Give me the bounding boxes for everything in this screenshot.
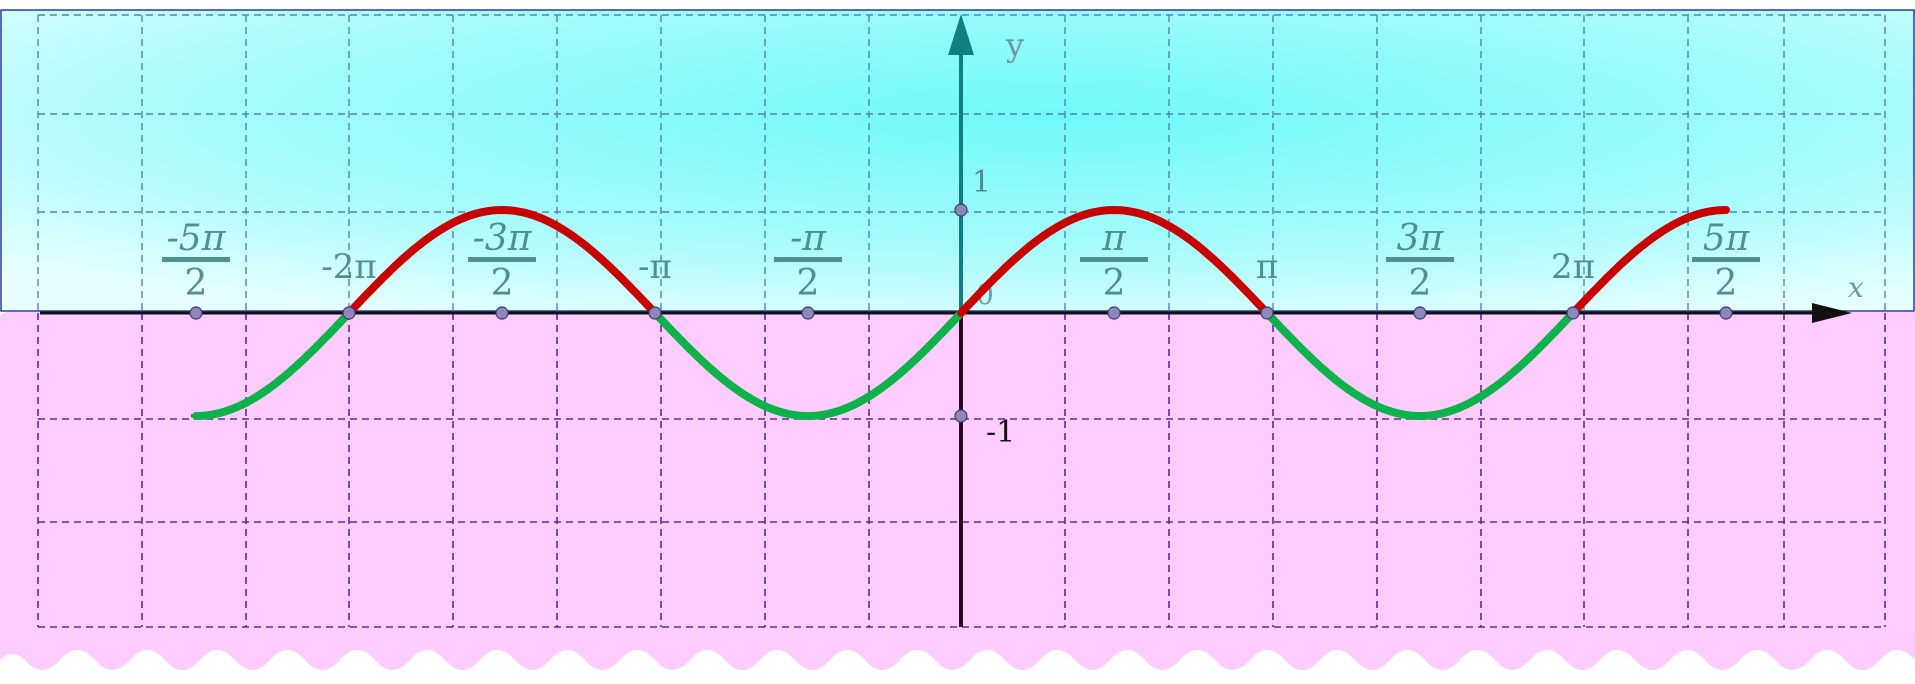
x-tick-fraction-bar	[468, 257, 537, 262]
negative-arc	[192, 309, 353, 420]
x-tick-numerator: 3π	[1397, 218, 1445, 259]
x-tick-numerator: -5π	[167, 218, 227, 259]
x-tick-numerator: π	[1101, 218, 1127, 259]
y-tick-marker	[954, 203, 968, 217]
x-tick-fraction-bar	[1080, 257, 1149, 262]
x-tick-fraction-bar	[1692, 257, 1761, 262]
axes: xy0	[40, 14, 1864, 627]
negative-arc	[1263, 309, 1577, 420]
x-tick-marker	[648, 306, 662, 320]
x-tick-denominator: 2	[1103, 263, 1126, 304]
y-tick-marker	[954, 409, 968, 423]
x-tick-marker	[495, 306, 509, 320]
x-tick-numerator: 5π	[1703, 218, 1751, 259]
positive-arc	[345, 206, 659, 317]
y-axis-arrow	[948, 14, 974, 55]
x-tick-denominator: 2	[1409, 263, 1432, 304]
sine-curve	[191, 206, 1730, 420]
x-tick-numerator: -π	[790, 218, 827, 259]
x-tick-denominator: 2	[491, 263, 514, 304]
x-tick-numerator: -3π	[473, 218, 533, 259]
x-axis-arrow	[1812, 303, 1852, 323]
x-tick-label: -π	[638, 247, 672, 287]
x-tick-label: -2π	[321, 247, 376, 287]
x-tick-denominator: 2	[1715, 263, 1738, 304]
x-tick-marker	[1413, 306, 1427, 320]
x-tick-label: 2π	[1551, 247, 1595, 287]
x-tick-marker	[801, 306, 815, 320]
x-tick-denominator: 2	[185, 263, 208, 304]
y-tick-label: -1	[986, 415, 1015, 450]
y-tick-label: 1	[972, 165, 991, 200]
negative-arc	[651, 309, 965, 420]
x-tick-marker	[342, 306, 356, 320]
x-tick-marker	[1566, 306, 1580, 320]
x-tick-label: π	[1256, 247, 1278, 287]
x-tick-marker	[189, 306, 203, 320]
positive-region	[0, 9, 1915, 312]
x-tick-marker	[1719, 306, 1733, 320]
negative-region	[0, 312, 1915, 670]
positive-arc	[957, 206, 1271, 317]
x-tick-denominator: 2	[797, 263, 820, 304]
x-tick-fraction-bar	[1385, 257, 1454, 262]
x-tick-fraction-bar	[161, 257, 230, 262]
y-axis-label: y	[1005, 26, 1024, 64]
x-tick-marker	[1107, 306, 1121, 320]
x-tick-fraction-bar	[773, 257, 842, 262]
positive-arc	[1569, 206, 1730, 317]
grid	[37, 14, 1886, 628]
x-tick-marker	[1260, 306, 1274, 320]
x-axis-label: x	[1848, 271, 1864, 304]
